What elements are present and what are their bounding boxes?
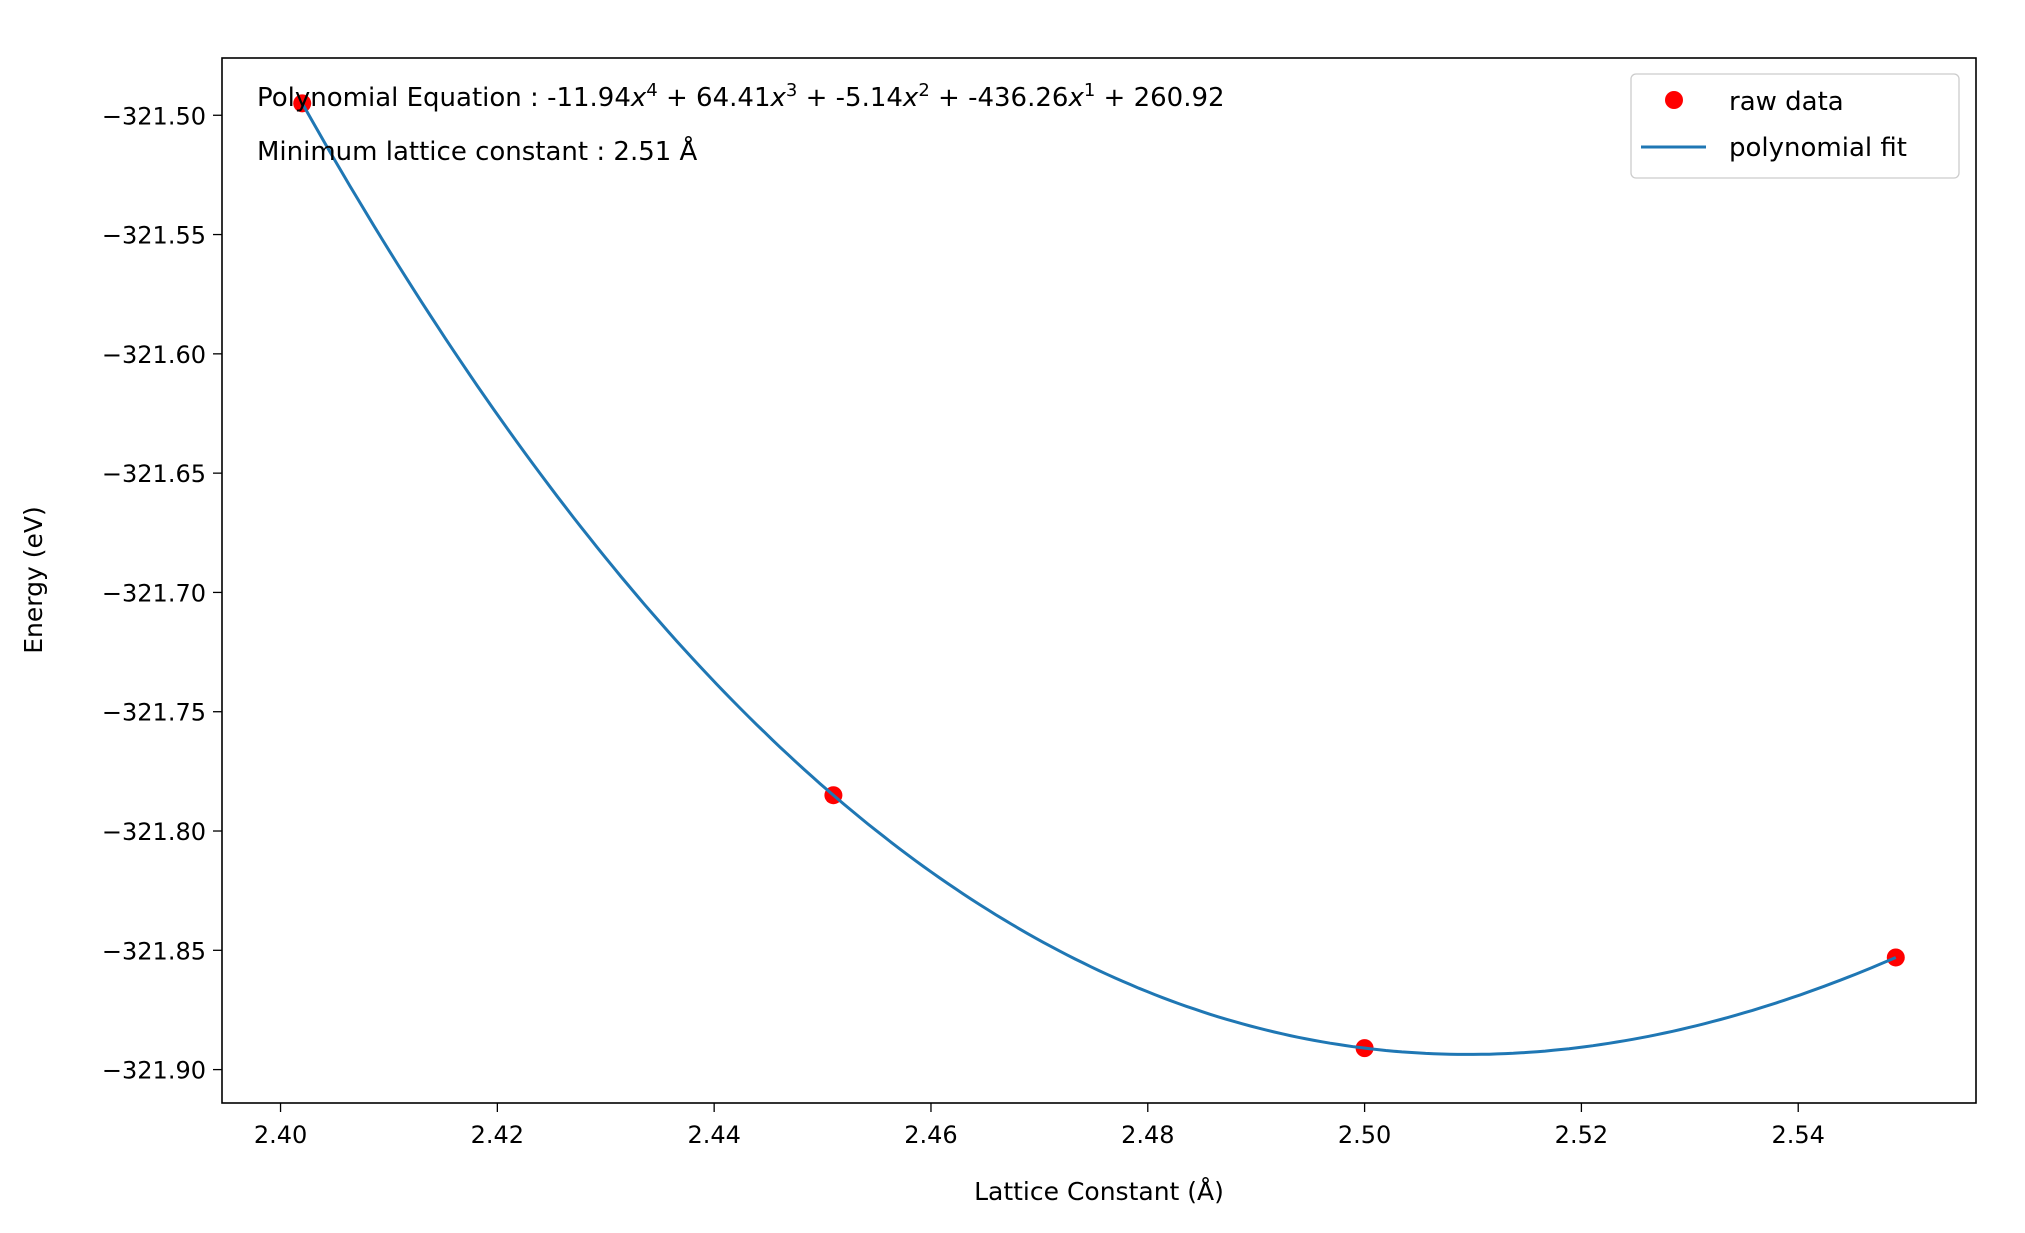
axes-frame <box>221 57 1977 1104</box>
x-tick-label: 2.52 <box>1555 1121 1608 1149</box>
equation-power: 1 <box>1084 80 1095 101</box>
equation-power: 3 <box>786 80 797 101</box>
y-axis-label: Energy (eV) <box>19 506 48 653</box>
legend: raw data polynomial fit <box>1630 73 1960 179</box>
minimum-annotation: Minimum lattice constant : 2.51 Å <box>257 135 698 167</box>
equation-power: 2 <box>918 80 929 101</box>
y-tick-label: −321.90 <box>102 1057 206 1085</box>
equation-coef: -11.94 <box>547 83 631 113</box>
equation-prefix: Polynomial Equation : <box>257 83 547 113</box>
x-tick-label: 2.40 <box>254 1121 307 1149</box>
x-tick-label: 2.46 <box>904 1121 957 1149</box>
x-tick-label: 2.44 <box>687 1121 740 1149</box>
y-axis: −321.50 −321.55 −321.60 −321.65 −321.70 −321.… <box>102 102 222 1085</box>
equation-variable: x <box>630 83 647 113</box>
legend-polynomial-fit-label: polynomial fit <box>1729 133 1907 163</box>
equation-constant: + 260.92 <box>1095 83 1224 113</box>
y-tick-label: −321.85 <box>102 937 206 965</box>
x-axis: 2.40 2.42 2.44 2.46 2.48 2.50 2.52 2.54 <box>254 1103 1825 1149</box>
y-tick-label: −321.50 <box>102 102 206 130</box>
y-tick-label: −321.80 <box>102 818 206 846</box>
plot-marks <box>293 94 1905 1058</box>
legend-raw-data-label: raw data <box>1729 87 1844 117</box>
equation-power: 4 <box>646 80 657 101</box>
equation-variable: x <box>902 83 919 113</box>
equation-variable: x <box>769 83 786 113</box>
legend-raw-data-marker <box>1665 91 1683 109</box>
y-tick-label: −321.55 <box>102 222 206 250</box>
equation-coef: + 64.41 <box>658 83 771 113</box>
y-tick-label: −321.65 <box>102 460 206 488</box>
y-tick-label: −321.60 <box>102 341 206 369</box>
equation-coef: + -436.26 <box>930 83 1069 113</box>
equation-variable: x <box>1067 83 1084 113</box>
x-tick-label: 2.54 <box>1771 1121 1824 1149</box>
y-tick-label: −321.70 <box>102 579 206 607</box>
legend-box <box>1630 73 1960 179</box>
equation-coef: + -5.14 <box>797 83 903 113</box>
polynomial-fit-line <box>300 102 1897 1056</box>
x-tick-label: 2.42 <box>471 1121 524 1149</box>
equation-annotation: Polynomial Equation : -11.94x4 + 64.41x3… <box>257 80 1225 114</box>
x-tick-label: 2.48 <box>1121 1121 1174 1149</box>
y-tick-label: −321.75 <box>102 699 206 727</box>
x-tick-label: 2.50 <box>1338 1121 1391 1149</box>
x-axis-label: Lattice Constant (Å) <box>974 1177 1224 1206</box>
